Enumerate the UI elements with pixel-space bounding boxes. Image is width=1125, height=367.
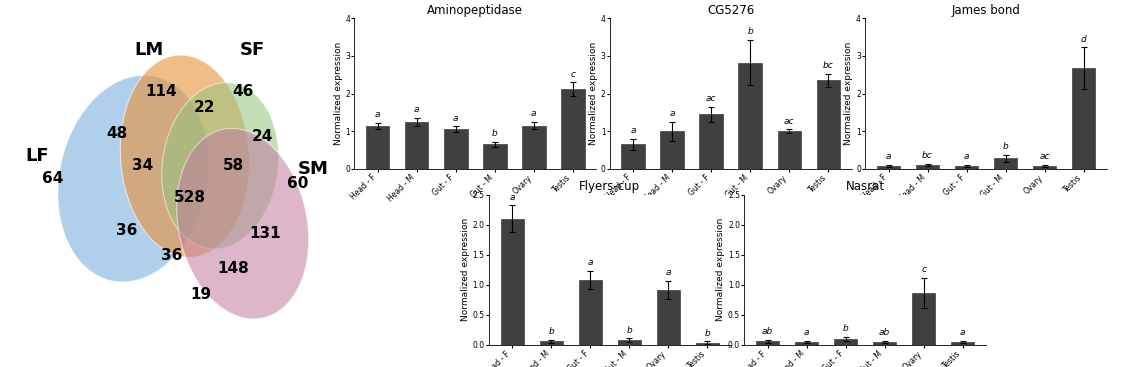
Y-axis label: Normalized expression: Normalized expression [588,42,597,145]
Text: bc: bc [922,151,933,160]
Bar [951,342,974,345]
Title: Nasrat: Nasrat [846,180,884,193]
Text: a: a [587,258,593,267]
Text: 64: 64 [43,171,64,186]
Bar [834,339,857,345]
Text: 114: 114 [145,84,177,99]
Bar [695,342,719,345]
Bar [522,126,546,169]
Text: 19: 19 [190,287,212,302]
Title: Flyers-cup: Flyers-cup [579,180,640,193]
Bar [660,131,684,169]
Text: a: a [453,113,459,123]
Text: 58: 58 [223,158,244,173]
Bar [817,80,840,169]
Bar [912,292,935,345]
Bar [657,290,680,345]
Text: a: a [964,152,970,161]
Bar [540,341,562,345]
Text: LM: LM [135,41,164,59]
Text: ab: ab [762,327,773,337]
Text: a: a [630,126,636,135]
Text: 60: 60 [287,176,308,191]
Text: LF: LF [25,147,48,165]
Text: 148: 148 [217,261,249,276]
Text: b: b [548,327,555,337]
Text: a: a [531,109,537,118]
Text: d: d [1081,34,1087,44]
Y-axis label: Normalized expression: Normalized expression [333,42,342,145]
Bar [1033,166,1056,169]
Bar [578,280,602,345]
Bar [621,144,645,169]
Bar [483,144,506,169]
Text: a: a [669,109,675,118]
Title: James bond: James bond [952,4,1020,17]
Ellipse shape [120,55,250,257]
Bar [1072,68,1096,169]
Text: ac: ac [784,117,794,126]
Text: b: b [627,326,632,335]
Text: b: b [843,324,848,333]
Ellipse shape [57,75,209,282]
Text: b: b [1002,142,1008,151]
Text: ac: ac [705,94,717,103]
Bar [501,219,524,345]
Bar [756,341,780,345]
Text: a: a [885,152,891,161]
Text: 22: 22 [193,101,215,116]
Text: SF: SF [240,41,266,59]
Text: a: a [666,268,670,277]
Bar [916,165,939,169]
Text: 24: 24 [251,130,272,144]
Text: 46: 46 [232,84,253,99]
Text: ac: ac [1040,152,1050,161]
Text: 131: 131 [250,226,281,241]
Bar [700,114,723,169]
Y-axis label: Normalized expression: Normalized expression [844,42,853,145]
Text: a: a [510,193,515,201]
Ellipse shape [177,128,308,319]
Text: b: b [747,28,753,36]
Bar [777,131,801,169]
Bar [618,340,641,345]
Bar [873,342,897,345]
Text: c: c [570,69,575,79]
Y-axis label: Normalized expression: Normalized expression [717,218,726,321]
Bar [366,126,389,169]
Text: bc: bc [822,61,834,70]
Bar [405,122,429,169]
Text: c: c [921,265,926,274]
Text: a: a [804,328,809,337]
Bar [955,166,979,169]
Text: b: b [704,328,710,338]
Bar [444,129,468,169]
Text: 48: 48 [107,126,128,141]
Ellipse shape [162,83,279,249]
Text: b: b [492,129,497,138]
Text: a: a [960,328,965,337]
Bar [795,342,818,345]
Title: CG5276: CG5276 [708,4,754,17]
Text: 528: 528 [173,190,206,206]
Text: 36: 36 [161,248,182,263]
Bar [993,158,1017,169]
Bar [738,63,762,169]
Text: a: a [375,110,380,119]
Bar [561,89,585,169]
Text: 36: 36 [116,223,137,237]
Text: SM: SM [298,160,328,178]
Text: a: a [414,105,420,114]
Text: ab: ab [879,328,890,337]
Text: 34: 34 [133,158,154,173]
Y-axis label: Normalized expression: Normalized expression [461,218,470,321]
Bar [876,166,900,169]
Title: Aminopeptidase: Aminopeptidase [428,4,523,17]
